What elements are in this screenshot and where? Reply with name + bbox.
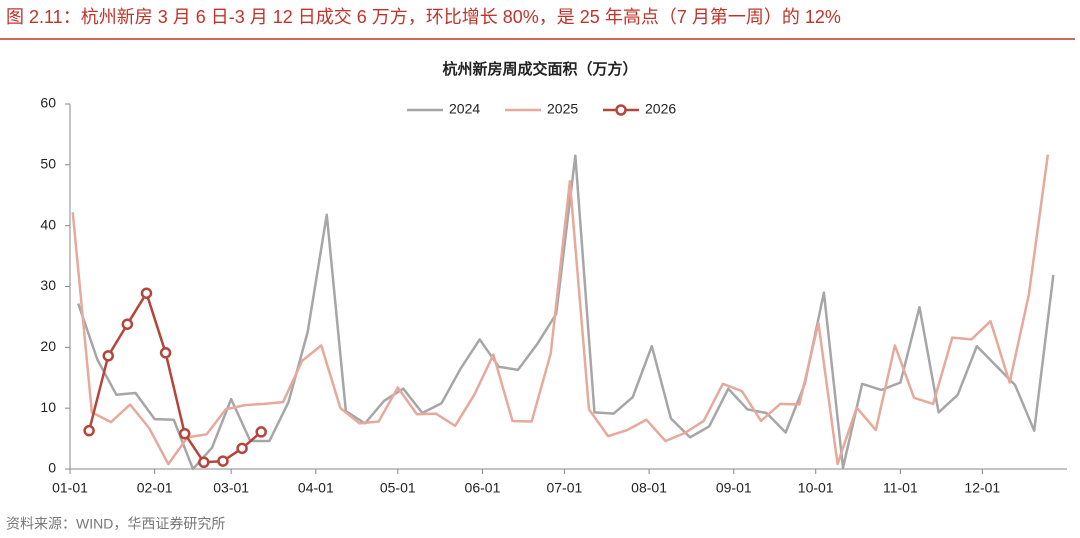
x-tick-label: 12-01 <box>964 480 1000 496</box>
y-tick-label: 10 <box>40 399 56 415</box>
series-marker <box>217 455 229 467</box>
x-tick-label: 07-01 <box>546 480 582 496</box>
legend-marker <box>615 104 627 116</box>
y-tick-label: 30 <box>40 277 56 293</box>
x-tick-label: 06-01 <box>465 480 501 496</box>
x-tick-label: 05-01 <box>380 480 416 496</box>
y-tick-label: 0 <box>48 460 56 476</box>
series-marker <box>83 424 95 437</box>
x-tick-label: 10-01 <box>798 480 834 496</box>
x-tick-label: 03-01 <box>213 480 249 496</box>
series-marker <box>178 427 191 440</box>
x-tick-label: 08-01 <box>631 480 667 496</box>
y-tick-label: 20 <box>40 338 56 354</box>
legend-label: 2026 <box>645 101 676 117</box>
series-marker <box>121 318 134 330</box>
series-line <box>77 154 1055 471</box>
series-marker <box>236 442 248 455</box>
series-marker <box>102 350 114 362</box>
y-tick-label: 60 <box>40 95 56 111</box>
series-marker <box>140 287 153 299</box>
x-tick-label: 02-01 <box>137 480 173 496</box>
series-line <box>87 291 263 464</box>
x-tick-label: 09-01 <box>716 480 752 496</box>
series-marker <box>159 347 172 359</box>
series-marker <box>255 426 267 438</box>
legend-label: 2025 <box>547 101 578 117</box>
figure-title: 图 2.11：杭州新房 3 月 6 日-3 月 12 日成交 6 万方，环比增长… <box>6 7 841 27</box>
y-tick-label: 50 <box>40 156 56 172</box>
source: 资料来源：WIND，华西证券研究所 <box>6 516 225 532</box>
x-tick-label: 01-01 <box>52 480 88 496</box>
series-marker <box>198 456 210 469</box>
series-line <box>71 154 1050 466</box>
x-tick-label: 04-01 <box>298 480 334 496</box>
x-tick-label: 11-01 <box>883 480 918 496</box>
legend-label: 2024 <box>449 101 480 117</box>
chart-title: 杭州新房周成交面积（万方） <box>442 60 637 78</box>
y-tick-label: 40 <box>40 216 56 232</box>
